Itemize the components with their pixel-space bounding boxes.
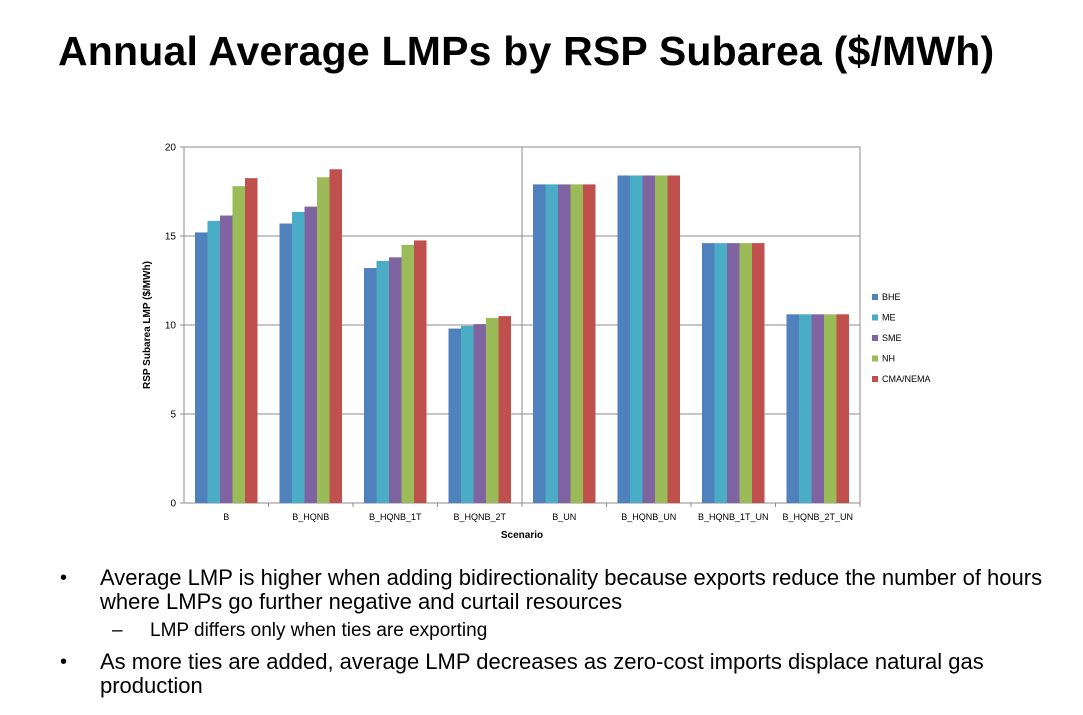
bar-sme xyxy=(473,324,486,503)
bullet-text: As more ties are added, average LMP decr… xyxy=(100,649,984,698)
bar-cma-nema xyxy=(245,178,258,503)
bar-sme xyxy=(389,257,402,503)
slide-title: Annual Average LMPs by RSP Subarea ($/MW… xyxy=(58,28,995,74)
x-tick-label: B_HQNB xyxy=(292,512,329,522)
bar-sme xyxy=(727,243,740,503)
bar-nh xyxy=(232,186,245,503)
x-tick-label: B_HQNB_1T_UN xyxy=(698,512,769,522)
bar-bhe xyxy=(364,268,377,503)
bar-nh xyxy=(824,314,837,503)
bar-sme xyxy=(304,206,317,503)
bar-bhe xyxy=(617,175,630,504)
bar-cma-nema xyxy=(836,314,849,503)
bar-nh xyxy=(486,317,499,503)
bar-sme xyxy=(220,215,233,503)
bar-me xyxy=(799,314,812,503)
legend-swatch xyxy=(872,355,878,362)
legend-swatch xyxy=(872,294,878,300)
x-axis-label: Scenario xyxy=(501,530,543,541)
legend-label: CMA/NEMA xyxy=(882,374,931,384)
x-tick-label: B_HQNB_UN xyxy=(621,512,676,522)
bar-nh xyxy=(739,243,752,503)
bullet-item-2: • As more ties are added, average LMP de… xyxy=(60,650,1070,698)
x-tick-label: B_HQNB_1T xyxy=(369,512,422,522)
bar-bhe xyxy=(786,314,799,503)
y-tick-label: 15 xyxy=(165,232,177,243)
bar-bhe xyxy=(533,184,546,503)
bar-me xyxy=(292,211,305,503)
bar-bhe xyxy=(279,223,292,503)
bar-bhe xyxy=(448,328,461,503)
y-tick-label: 10 xyxy=(165,321,177,332)
chart-svg: 0 5 10 15 20 B B_HQNB B_HQNB_1T B_HQNB_2T B_UN B_H… xyxy=(142,143,931,542)
bar-me xyxy=(207,220,220,503)
bar-cma-nema xyxy=(329,169,342,503)
y-tick-label: 20 xyxy=(165,143,177,154)
bullet-marker: • xyxy=(60,567,68,589)
legend-swatch xyxy=(872,376,878,382)
bar-me xyxy=(376,260,389,503)
bar-chart: 0 5 10 15 20 B B_HQNB B_HQNB_1T B_HQNB_2T B_UN B_H… xyxy=(130,128,960,548)
y-axis-label: RSP Subarea LMP ($/MWh) xyxy=(142,261,153,389)
bar-cma-nema xyxy=(752,243,765,503)
sub-bullet-marker: – xyxy=(112,620,123,641)
legend-label: SME xyxy=(882,333,902,343)
y-tick-label: 5 xyxy=(170,410,176,421)
bar-sme xyxy=(642,175,655,504)
bar-me xyxy=(714,243,727,503)
x-tick-label: B_UN xyxy=(552,512,576,522)
bullet-item-1: • Average LMP is higher when adding bidi… xyxy=(60,566,1070,614)
bar-me xyxy=(461,325,474,503)
bar-bhe xyxy=(195,232,208,503)
bullet-text: Average LMP is higher when adding bidire… xyxy=(100,565,1043,614)
legend-label: BHE xyxy=(882,292,901,302)
bar-nh xyxy=(317,177,330,503)
legend-label: ME xyxy=(882,313,896,323)
x-tick-label: B_HQNB_2T_UN xyxy=(782,512,853,522)
y-tick-label: 0 xyxy=(170,499,176,510)
x-tick-label: B_HQNB_2T xyxy=(453,512,506,522)
sub-bullet-text: LMP differs only when ties are exporting xyxy=(150,620,488,641)
bar-cma-nema xyxy=(667,175,680,504)
bar-me xyxy=(545,184,558,503)
legend-label: NH xyxy=(882,354,895,364)
bullet-marker: • xyxy=(60,651,68,673)
x-tick-label: B xyxy=(223,512,229,522)
legend-swatch xyxy=(872,335,878,341)
bar-nh xyxy=(655,175,668,504)
bar-bhe xyxy=(702,243,715,503)
bar-nh xyxy=(570,184,583,503)
bar-me xyxy=(630,175,643,504)
sub-bullet-item-1: – LMP differs only when ties are exporti… xyxy=(60,620,1070,642)
bar-cma-nema xyxy=(583,184,596,503)
bullet-list: • Average LMP is higher when adding bidi… xyxy=(60,566,1070,704)
bar-cma-nema xyxy=(414,240,427,503)
bar-nh xyxy=(401,244,414,503)
bar-sme xyxy=(558,184,571,503)
bar-cma-nema xyxy=(498,316,511,503)
bar-sme xyxy=(811,314,824,503)
legend-swatch xyxy=(872,314,878,321)
